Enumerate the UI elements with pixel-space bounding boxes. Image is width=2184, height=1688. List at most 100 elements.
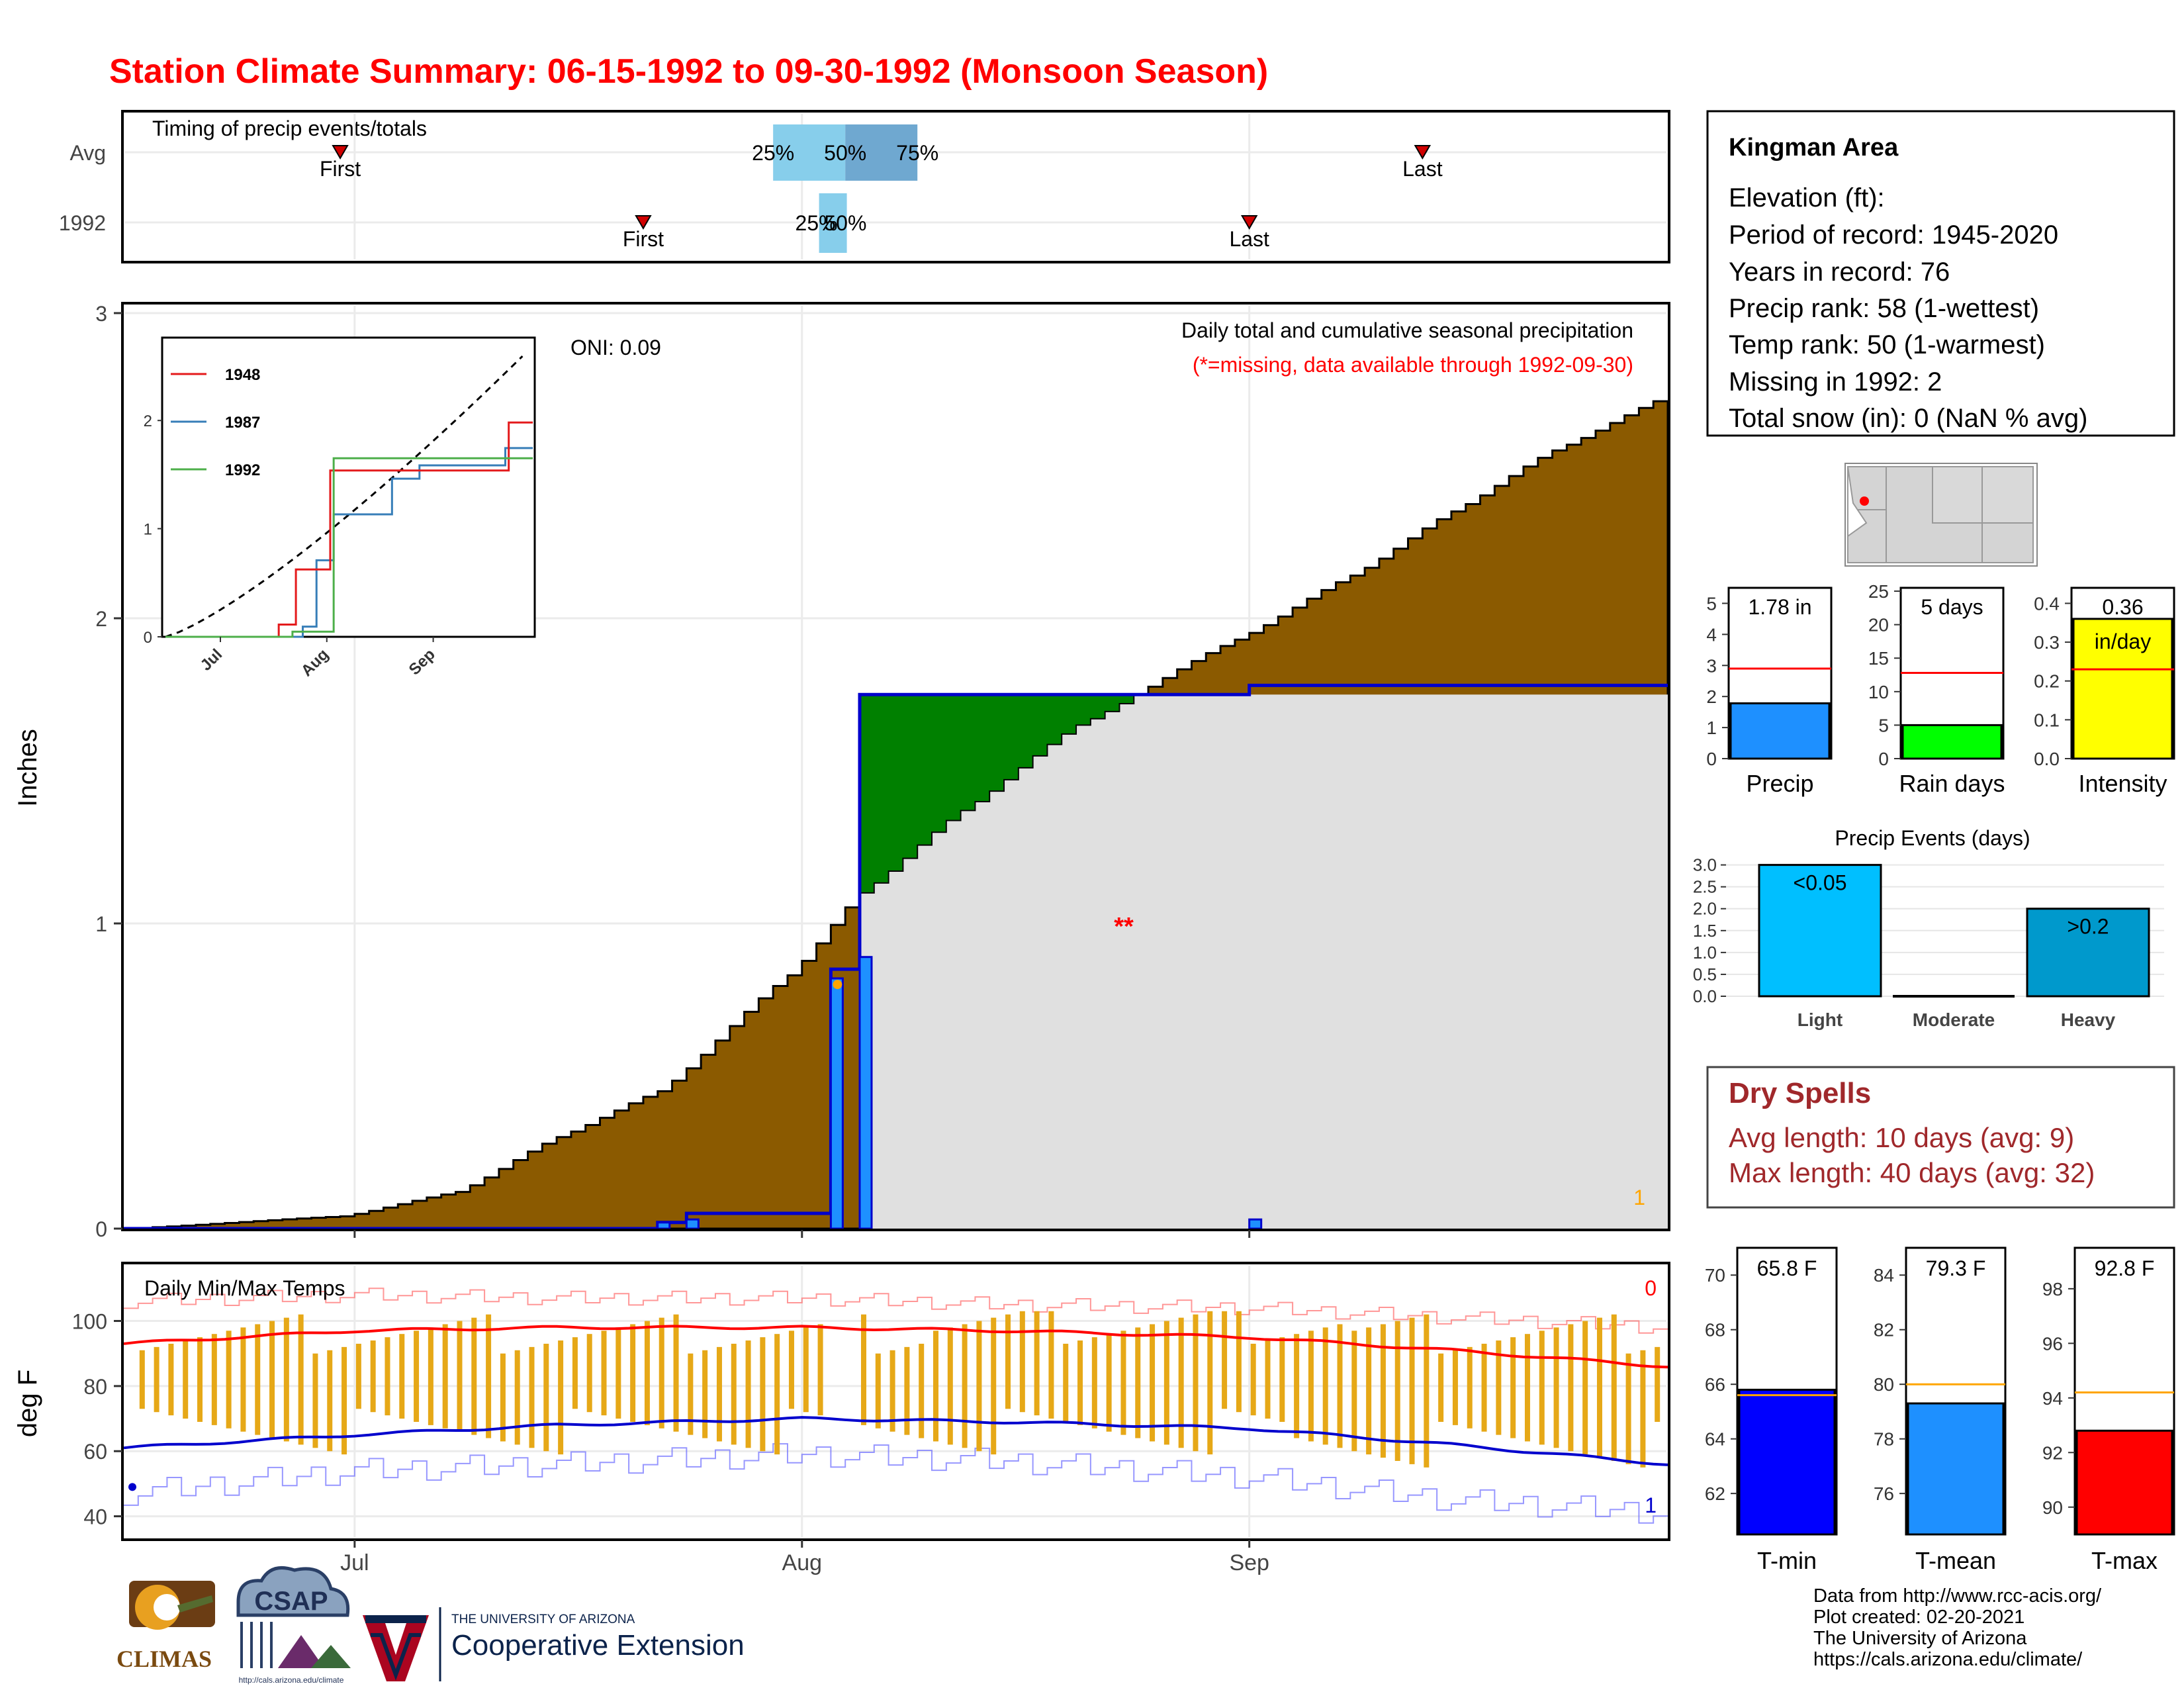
avg-q50-label: 50% <box>824 141 866 165</box>
daily-temp-range-bar <box>1467 1346 1473 1429</box>
temp-ytick-label: 90 <box>2042 1497 2063 1518</box>
daily-temp-range-bar <box>774 1334 780 1455</box>
daily-temp-range-bar <box>1337 1324 1343 1448</box>
daily-temp-range-bar <box>543 1343 549 1452</box>
daily-temp-range-bar <box>1394 1321 1400 1461</box>
mini-ytick-label: 10 <box>1868 682 1889 702</box>
temp-ytick-label: 66 <box>1705 1374 1725 1395</box>
daily-temp-range-bar <box>1351 1331 1357 1452</box>
daily-precip-bar <box>685 1218 700 1230</box>
daily-temp-range-bar <box>1265 1340 1271 1419</box>
temp-ytick-label: 68 <box>1705 1320 1725 1340</box>
daily-temp-range-bar <box>457 1321 463 1432</box>
temp-category-label: T-min <box>1757 1547 1817 1574</box>
daily-temp-range-bar <box>1322 1327 1328 1445</box>
daily-temp-range-bar <box>486 1314 492 1438</box>
temp-ytick-label: 84 <box>1874 1265 1894 1286</box>
daily-temp-range-bar <box>428 1327 433 1425</box>
temp-ytick-label: 92 <box>2042 1442 2063 1463</box>
precip-ytick-label: 3 <box>95 302 107 326</box>
credit-line-2: Plot created: 02-20-2021 <box>1813 1607 2025 1628</box>
precip-annotation: Daily total and cumulative seasonal prec… <box>1181 318 1633 342</box>
daily-temp-range-bar <box>615 1327 621 1419</box>
temps-ytick-label: 40 <box>83 1505 107 1529</box>
daily-temp-range-bar <box>1250 1343 1256 1416</box>
tmin-start-marker <box>128 1483 136 1491</box>
chart-title: Station Climate Summary: 06-15-1992 to 0… <box>109 52 1268 91</box>
daily-temp-range-bar <box>240 1327 246 1432</box>
daily-temp-range-bar <box>442 1324 448 1429</box>
daily-temp-range-bar <box>1409 1317 1415 1464</box>
mini-unit-label: in/day <box>2095 630 2151 653</box>
events-ytick-label: 0.5 <box>1693 964 1717 984</box>
temp-value-label: 65.8 F <box>1757 1256 1817 1280</box>
daily-precip-bar <box>1248 1218 1263 1230</box>
inset-1948-line <box>165 421 533 638</box>
daily-temp-range-bar <box>716 1346 722 1442</box>
temp-value-bar <box>2075 1429 2173 1536</box>
mini-ytick-label: 0.2 <box>2034 671 2060 692</box>
avg-last-marker <box>1414 145 1432 160</box>
daily-temp-range-bar <box>586 1334 592 1413</box>
avg-first-label: First <box>320 157 361 181</box>
events-bar-label: <0.05 <box>1794 871 1847 895</box>
inset-ytick-label: 0 <box>144 629 152 647</box>
inset-1992-line <box>165 457 533 638</box>
timing-row-avg: Avg <box>69 141 106 165</box>
mini-value-label: 0.36 <box>2102 595 2143 619</box>
temp-category-label: T-max <box>2091 1547 2158 1574</box>
daily-temp-range-bar <box>702 1350 708 1438</box>
events-bar <box>2026 908 2150 998</box>
events-category-label: Moderate <box>1913 1009 1995 1030</box>
precip-panel: 0 1 2 3 Inches Daily total and cumulative s… <box>13 302 1670 1241</box>
daily-temp-range-bar <box>817 1324 823 1416</box>
daily-temp-range-bar <box>962 1324 968 1448</box>
temp-ytick-label: 62 <box>1705 1483 1725 1504</box>
mini-ytick-label: 0 <box>1706 749 1717 769</box>
station-elevation: Elevation (ft): <box>1729 183 1885 212</box>
daily-temp-range-bar <box>1207 1311 1213 1455</box>
daily-temp-range-bar <box>139 1350 145 1409</box>
temps-ytick-label: 60 <box>83 1440 107 1464</box>
record-min-line <box>124 1443 1668 1524</box>
temps-ylabel: deg F <box>13 1370 42 1437</box>
daily-temp-range-bar <box>514 1350 520 1445</box>
inset-ytick-label: 1 <box>144 521 152 539</box>
temps-missing-min: 1 <box>1645 1493 1657 1517</box>
temp-ytick-label: 80 <box>1874 1374 1894 1395</box>
daily-temp-range-bar <box>341 1346 347 1455</box>
record-max-line <box>124 1288 1668 1334</box>
daily-temp-range-bar <box>1524 1334 1530 1442</box>
mini-ytick-label: 0.3 <box>2034 632 2060 653</box>
year-above-avg-area <box>858 694 1163 894</box>
oni-label: ONI: 0.09 <box>570 336 661 359</box>
daily-temp-range-bar <box>1510 1337 1516 1438</box>
inset-ytick-label: 2 <box>144 412 152 430</box>
daily-temp-range-bar <box>630 1324 636 1422</box>
events-ytick-label: 0.0 <box>1693 986 1717 1006</box>
daily-temp-range-bar <box>1135 1327 1141 1438</box>
avg-q75-label: 75% <box>896 141 938 165</box>
station-precip-rank: Precip rank: 58 (1-wettest) <box>1729 294 2039 323</box>
daily-temp-range-bar <box>1308 1331 1314 1442</box>
temperature-bar-panels: 65.8 F T-min 62 64 66 68 70 79.3 F T-mean 76 78 80 8… <box>1705 1246 2175 1574</box>
daily-temp-range-bar <box>211 1334 217 1425</box>
mini-ytick-label: 4 <box>1706 624 1717 645</box>
year-quartile-bar <box>819 193 847 253</box>
mini-ytick-label: 1 <box>1706 718 1717 738</box>
temps-xtick-label: Sep <box>1229 1550 1269 1575</box>
mini-ytick-label: 25 <box>1868 581 1889 602</box>
daily-temp-range-bar <box>1481 1343 1487 1432</box>
daily-temp-range-bar <box>1034 1311 1040 1416</box>
dry-spells-max: Max length: 40 days (avg: 32) <box>1729 1157 2095 1188</box>
avg-min-temp-line <box>123 1416 1668 1466</box>
credits: Data from http://www.rcc-acis.org/ Plot … <box>1813 1585 2102 1670</box>
station-temp-rank: Temp rank: 50 (1-warmest) <box>1729 330 2045 359</box>
avg-q25-q50-bar <box>773 124 846 181</box>
dry-spells-title: Dry Spells <box>1729 1077 1871 1109</box>
avg-max-temp-line <box>123 1325 1668 1369</box>
daily-temp-range-bar <box>803 1327 809 1413</box>
mini-ytick-label: 0.4 <box>2034 593 2060 614</box>
